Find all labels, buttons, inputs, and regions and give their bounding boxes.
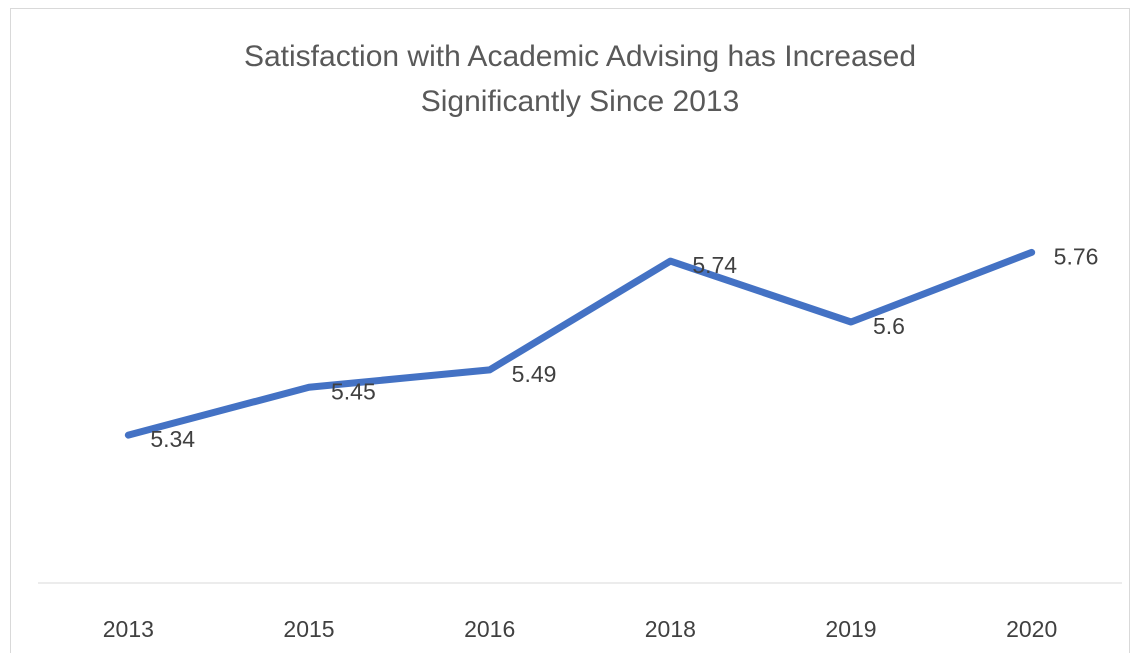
- chart-frame: [10, 8, 1130, 653]
- data-label: 5.76: [1054, 243, 1099, 269]
- x-tick-label: 2015: [283, 616, 334, 642]
- x-tick-label: 2016: [464, 616, 515, 642]
- chart-title: Satisfaction with Academic Advising has …: [243, 40, 917, 118]
- data-label: 5.34: [150, 426, 195, 452]
- x-tick-label: 2019: [825, 616, 876, 642]
- data-label: 5.6: [873, 313, 905, 339]
- data-label: 5.74: [692, 252, 737, 278]
- x-tick-label: 2018: [645, 616, 696, 642]
- x-tick-label: 2013: [103, 616, 154, 642]
- data-label: 5.45: [331, 378, 376, 404]
- data-label: 5.49: [512, 361, 557, 387]
- line-series: [124, 248, 1036, 439]
- x-tick-label: 2020: [1006, 616, 1057, 642]
